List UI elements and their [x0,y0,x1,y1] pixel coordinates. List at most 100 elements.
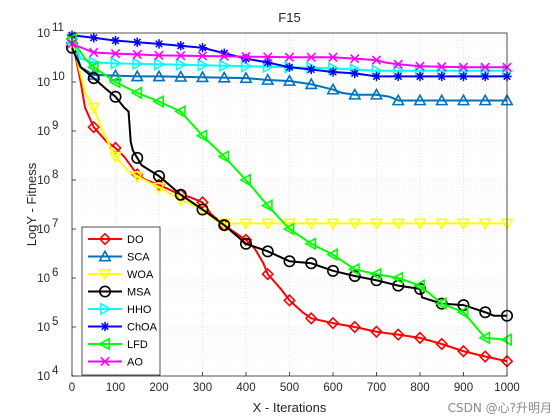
series-marker-woa [435,218,449,231]
y-tick-label: 10 [37,371,50,383]
legend-item-woa: WOA [88,269,154,281]
series-marker-choa [284,62,295,72]
legend-item-msa: MSA [88,285,152,299]
series-marker-ao [480,62,490,72]
series-marker-ao [458,62,469,72]
y-tick-label: 10 [37,322,50,334]
series-marker-sca [261,73,275,85]
series-marker-msa [326,264,339,277]
series-marker-woa [413,218,427,231]
series-marker-lfd [130,86,143,100]
x-tick-label: 200 [149,382,168,394]
series-marker-ao [415,61,425,71]
series-marker-ao [437,62,447,72]
series-marker-woa [348,218,362,231]
series-marker-lfd [282,222,295,236]
series-marker-woa [326,218,340,231]
series-marker-do [239,233,253,247]
legend-label: MSA [127,287,152,299]
series-marker-ao [219,51,229,62]
series-marker-ao [263,52,273,62]
series-marker-do [196,196,209,209]
legend-item-choa: ChOA [88,322,158,334]
series-marker-do [457,344,470,358]
y-tick-label: 10 [37,77,50,89]
x-tick-label: 0 [69,382,75,394]
series-marker-do [435,337,449,351]
y-tick-label: 10 [37,273,50,285]
y-tick-exponent: 10 [52,71,65,83]
series-marker-lfd [369,267,382,281]
series-marker-do [326,316,340,330]
legend-swatch-marker [98,269,112,281]
legend-label: WOA [127,269,154,281]
series-marker-sca [413,93,427,106]
series-marker-sca [152,69,166,82]
series-marker-woa [130,171,144,183]
series-marker-choa [350,68,360,79]
x-axis-label: X - Iterations [253,400,327,415]
series-marker-msa [153,170,166,183]
series-marker-ao [89,47,99,58]
series-marker-woa [456,218,471,231]
series-marker-do [413,331,427,345]
series-marker-ao [306,52,316,62]
series-marker-ao [197,51,208,61]
series-marker-msa [87,72,100,85]
series-marker-lfd [347,262,360,276]
series-lfd [65,32,512,347]
series-marker-lfd [434,297,447,311]
series-marker-msa [283,255,296,268]
series-marker-choa [393,71,403,82]
series-marker-choa [89,33,99,43]
series-marker-woa [195,204,210,217]
series-line-lfd [71,38,508,341]
x-tick-label: 400 [236,382,255,394]
series-marker-lfd [239,173,251,187]
y-tick-label: 10 [37,126,50,138]
y-tick-exponent: 4 [52,365,59,377]
series-marker-ao [241,51,251,62]
legend-label: ChOA [127,322,158,334]
y-axis-label: LogY - Fitness [24,162,39,246]
x-tick-label: 1000 [494,382,520,394]
x-tick-label: 300 [193,382,212,394]
series-marker-ao [284,52,295,62]
x-tick-label: 100 [106,382,125,394]
series-marker-lfd [195,129,208,143]
series-marker-sca [130,69,144,82]
legend-swatch-marker [98,337,110,351]
legend-swatch-marker [99,285,112,298]
x-tick-label: 800 [410,382,429,394]
y-tick-exponent: 7 [52,218,58,230]
series-marker-msa [348,269,361,282]
series-marker-choa [154,39,164,49]
series-marker-msa [261,245,274,258]
series-marker-msa [174,188,187,201]
series-marker-lfd [326,248,338,262]
series-marker-sca [456,93,471,106]
series-marker-msa [240,237,253,250]
chart-title: F15 [278,10,300,25]
series-marker-msa [196,203,209,216]
legend-box [81,226,161,376]
series-marker-lfd [456,305,469,319]
series-marker-do [87,120,101,134]
series-marker-ao [371,55,382,65]
series-marker-choa [176,41,186,51]
legend-label: DO [127,234,144,246]
series-ao [67,39,512,72]
series-marker-hho [241,59,253,73]
series-marker-choa [415,71,425,82]
y-tick-exponent: 5 [52,316,58,328]
series-marker-lfd [260,199,273,213]
series-layer [65,30,514,368]
legend-item-ao: AO [88,357,143,369]
series-marker-ao [393,59,403,70]
series-marker-woa [152,182,166,195]
series-marker-sca [282,74,297,86]
series-marker-woa [304,218,318,231]
y-tick-exponent: 9 [52,120,58,132]
series-marker-choa [132,37,142,47]
